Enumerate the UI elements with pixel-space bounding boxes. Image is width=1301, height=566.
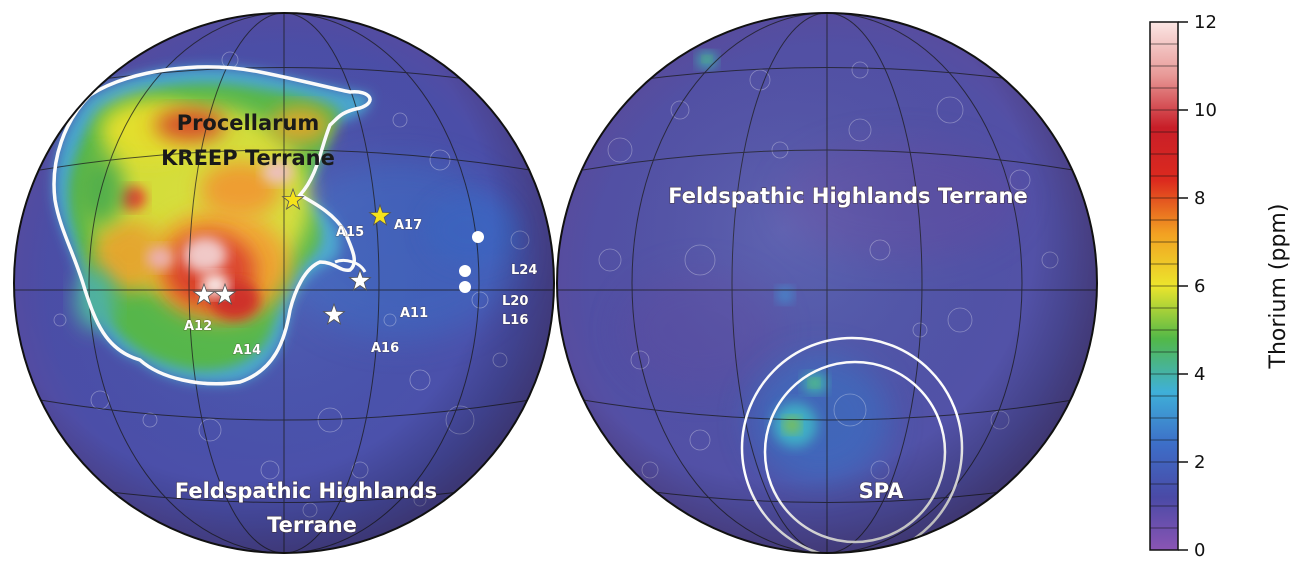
- landing-site-markers: [192, 187, 484, 325]
- near-side-limb-shading: [14, 13, 554, 553]
- far-side-outline: [556, 12, 1098, 554]
- colorbar-tick-label: 12: [1194, 12, 1217, 33]
- pkt-label-line1: Procellarum: [177, 111, 320, 135]
- near-fht-label-line2: Terrane: [267, 513, 357, 537]
- colorbar-ticks: 0 2 4 6 8 10 12: [1178, 12, 1217, 561]
- site-label-a15: A15: [336, 225, 364, 240]
- star-icon: [368, 203, 392, 226]
- near-side-hemisphere: Procellarum KREEP Terrane Feldspathic Hi…: [13, 12, 555, 554]
- colorbar-tick-label: 8: [1194, 188, 1205, 209]
- site-label-l24: L24: [511, 263, 537, 278]
- star-icon: [192, 282, 216, 305]
- colorbar-tick-label: 4: [1194, 364, 1205, 385]
- site-label-a11: A11: [400, 306, 428, 321]
- site-label-a12: A12: [184, 319, 212, 334]
- far-side-hemisphere: Feldspathic Highlands Terrane SPA: [556, 12, 1098, 554]
- far-side-limb-shading: [557, 13, 1097, 553]
- star-icon: [322, 302, 346, 325]
- colorbar-title: Thorium (ppm): [1266, 204, 1291, 370]
- near-fht-label-line1: Feldspathic Highlands: [175, 479, 437, 503]
- colorbar-tick-label: 2: [1194, 452, 1205, 473]
- site-label-l16: L16: [502, 313, 528, 328]
- spa-label: SPA: [859, 479, 905, 503]
- thorium-colorbar: 0 2 4 6 8 10 12 Thorium (ppm): [1149, 12, 1291, 561]
- colorbar-tick-label: 0: [1194, 540, 1205, 561]
- site-label-l20: L20: [502, 294, 528, 309]
- site-label-a14: A14: [233, 343, 261, 358]
- colorbar-tick-label: 6: [1194, 276, 1205, 297]
- star-icon: [213, 282, 237, 305]
- colorbar-tick-label: 10: [1194, 100, 1217, 121]
- star-icon: [348, 268, 372, 291]
- luna-site-dot: [459, 265, 471, 277]
- site-label-a16: A16: [371, 341, 399, 356]
- luna-site-dot: [472, 231, 484, 243]
- star-icon: [281, 187, 305, 210]
- luna-site-dot: [459, 281, 471, 293]
- site-label-a17: A17: [394, 218, 422, 233]
- near-side-outline: [13, 12, 555, 554]
- far-fht-label: Feldspathic Highlands Terrane: [668, 184, 1027, 208]
- pkt-label-line2: KREEP Terrane: [161, 146, 335, 170]
